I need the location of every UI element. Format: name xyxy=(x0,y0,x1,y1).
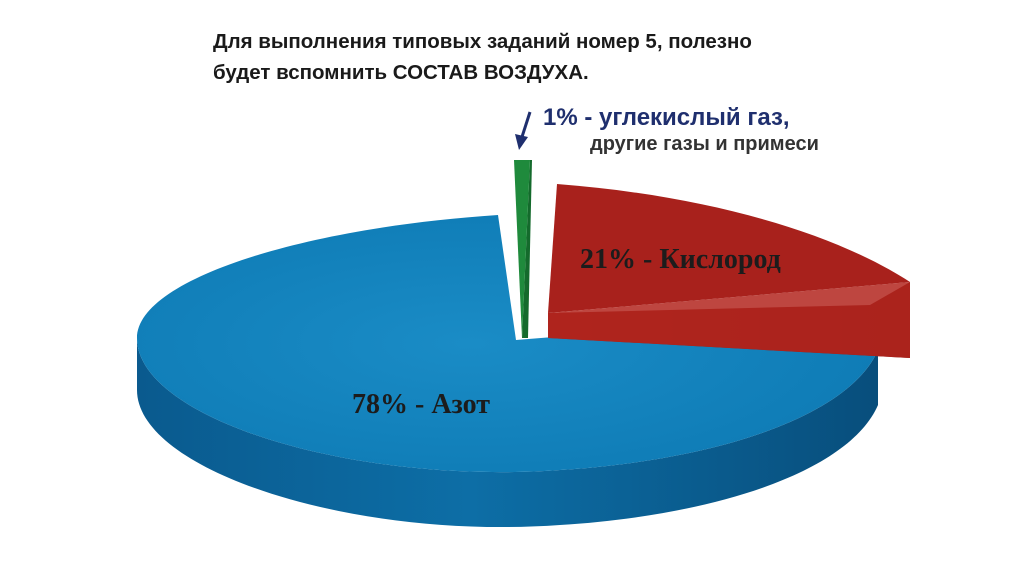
label-nitrogen: 78% - Азот xyxy=(352,389,490,420)
slide-title-line-1: Для выполнения типовых заданий номер 5, … xyxy=(213,30,752,53)
slide-title: Для выполнения типовых заданий номер 5, … xyxy=(213,26,853,88)
pie-slice-nitrogen xyxy=(137,215,878,473)
pie-slice-nitrogen-side xyxy=(137,338,878,528)
pie-slice-other xyxy=(514,160,530,338)
slide-title-line-2: будет вспомнить СОСТАВ ВОЗДУХА. xyxy=(213,61,589,84)
pie-slice-oxygen xyxy=(548,184,910,313)
label-oxygen: 21% - Кислород xyxy=(580,244,781,275)
pie-slice-oxygen-edge xyxy=(548,282,910,358)
label-other-line-1: 1% - углекислый газ, xyxy=(543,104,790,131)
arrow-icon xyxy=(515,111,532,150)
pie-slice-other-side xyxy=(522,160,532,338)
label-other-line-2: другие газы и примеси xyxy=(590,133,819,155)
